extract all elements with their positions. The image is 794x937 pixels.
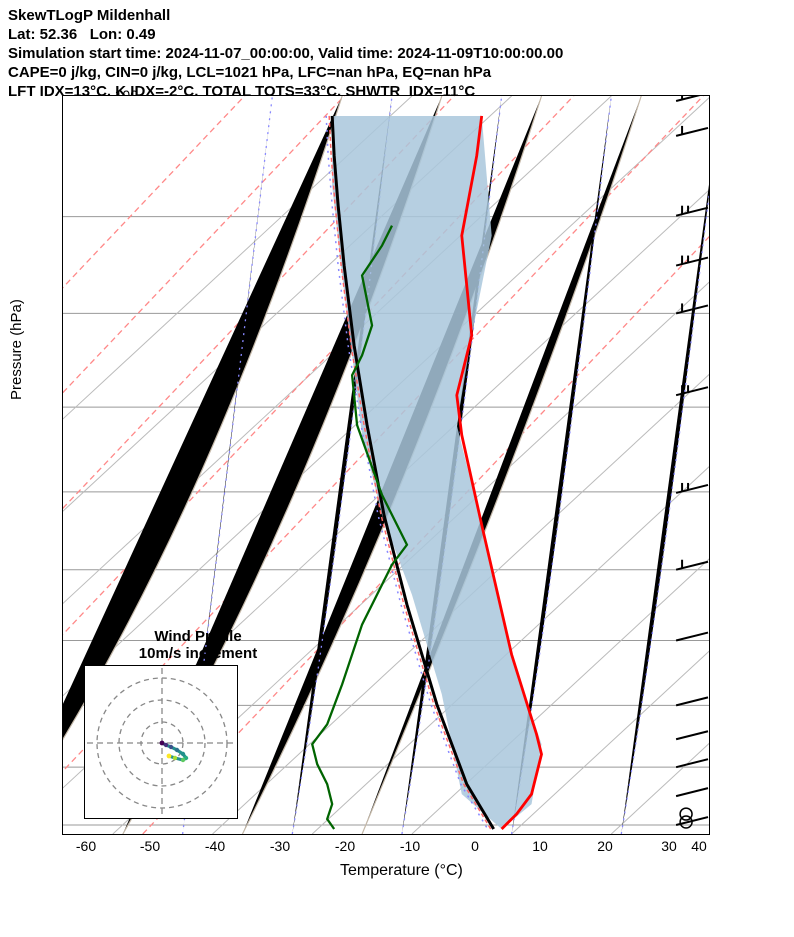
x-axis-label: Temperature (°C) [340,862,463,880]
wind-barbs[interactable] [676,95,708,828]
cape-shaded-region [332,116,541,829]
chart-title: SkewTLogP Mildenhall [8,6,563,25]
y-axis-label: Pressure (hPa) [8,299,25,400]
sim-time-label: Simulation start time: 2024-11-07_00:00:… [8,44,563,63]
hodograph-svg [85,666,239,820]
hodograph-box[interactable] [84,665,238,819]
skewt-chart-root: SkewTLogP Mildenhall Lat: 52.36 Lon: 0.4… [0,0,794,937]
wind-profile-title: Wind Profile 10m/s increment [98,628,298,662]
lat-lon-label: Lat: 52.36 Lon: 0.49 [8,25,563,44]
indices-line1: CAPE=0 j/kg, CIN=0 j/kg, LCL=1021 hPa, L… [8,63,563,82]
